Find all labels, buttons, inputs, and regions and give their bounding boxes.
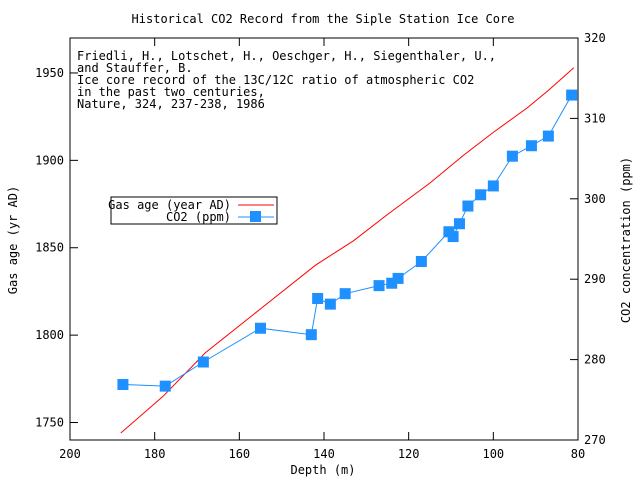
co2-point <box>525 140 537 152</box>
legend-label-co2: CO2 (ppm) <box>166 210 231 224</box>
co2-point <box>159 380 171 392</box>
legend: Gas age (year AD) CO2 (ppm) <box>108 196 278 225</box>
x-tick-label: 100 <box>482 447 504 461</box>
y-tick-label: 1800 <box>35 328 64 342</box>
legend-box <box>110 196 278 225</box>
y2-tick-label: 320 <box>584 31 606 45</box>
legend-label-gas-age: Gas age (year AD) <box>108 198 231 212</box>
co2-point <box>386 277 398 289</box>
co2-point <box>117 379 129 391</box>
co2-point <box>462 200 474 212</box>
co2-point <box>373 280 385 292</box>
co2-point <box>447 231 459 243</box>
co2-point <box>339 288 351 300</box>
co2-point <box>255 322 266 334</box>
axes: 200 180 160 140 120 100 80 1750 1800 1850 1900 1950… <box>35 31 606 461</box>
y2-tick-label: 290 <box>584 272 606 286</box>
y-axis-label: Gas age (yr AD) <box>6 186 20 294</box>
y2-tick-label: 310 <box>584 111 606 125</box>
annotation-line: Nature, 324, 237-238, 1986 <box>77 97 265 111</box>
co2-point <box>487 180 499 192</box>
x-tick-label: 200 <box>59 447 81 461</box>
y2-tick-label: 280 <box>584 353 606 367</box>
x-axis-label: Depth (m) <box>290 463 355 477</box>
co2-point <box>453 218 465 230</box>
y-tick-label: 1950 <box>35 66 64 80</box>
y2-tick-label: 270 <box>584 433 606 447</box>
annotation-line: in the past two centuries, <box>77 85 265 99</box>
y-tick-label: 1750 <box>35 416 64 430</box>
co2-point <box>542 130 554 142</box>
y2-tick-label: 300 <box>584 192 606 206</box>
annotation-line: Ice core record of the 13C/12C ratio of … <box>77 73 474 87</box>
co2-point <box>324 298 336 310</box>
chart-title: Historical CO2 Record from the Siple Sta… <box>132 12 515 26</box>
legend-marker-co2 <box>250 211 261 222</box>
co2-point <box>312 292 324 304</box>
annotation-line: and Stauffer, B. <box>77 61 193 75</box>
co2-point <box>475 189 487 201</box>
co2-point <box>506 150 518 162</box>
co2-line <box>122 94 573 387</box>
y2-axis-label: CO2 concentration (ppm) <box>619 157 633 323</box>
series-layer <box>117 67 578 434</box>
x-tick-label: 80 <box>571 447 585 461</box>
citation-annotation: Friedli, H., Lotschet, H., Oeschger, H.,… <box>77 49 496 111</box>
co2-point <box>305 329 317 341</box>
y-tick-label: 1850 <box>35 241 64 255</box>
co2-point <box>392 272 404 284</box>
y-tick-label: 1900 <box>35 153 64 167</box>
x-tick-label: 120 <box>398 447 420 461</box>
gas-age-line <box>120 67 575 434</box>
co2-point <box>415 256 427 268</box>
co2-point <box>197 356 209 368</box>
annotation-line: Friedli, H., Lotschet, H., Oeschger, H.,… <box>77 49 496 63</box>
co2-point <box>566 89 578 101</box>
x-tick-label: 160 <box>228 447 250 461</box>
x-tick-label: 140 <box>313 447 335 461</box>
x-tick-label: 180 <box>144 447 166 461</box>
